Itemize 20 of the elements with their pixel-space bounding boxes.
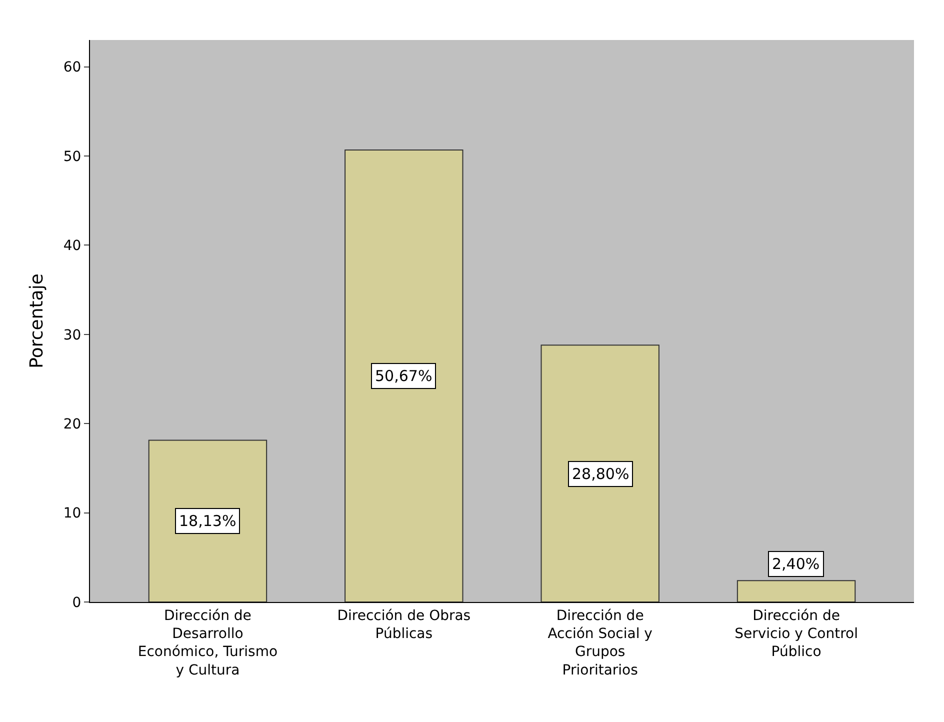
- x-tick-label: Dirección de Servicio y Control Público: [734, 608, 858, 660]
- x-tick-label: Dirección de Obras Públicas: [337, 608, 471, 642]
- data-label: 50,67%: [375, 367, 432, 385]
- y-tick-label: 20: [63, 416, 82, 432]
- y-tick-label: 10: [63, 506, 82, 522]
- bar: [736, 580, 856, 602]
- data-label: 28,80%: [572, 465, 630, 483]
- y-axis-title: Porcentaje: [26, 274, 48, 368]
- y-tick-label: 60: [63, 60, 82, 76]
- y-tick-label: 40: [63, 238, 82, 254]
- bar: [148, 440, 268, 602]
- x-tick-label: Dirección de Desarrollo Económico, Turismo y Cultura: [138, 608, 278, 678]
- y-tick-label: 0: [72, 594, 82, 611]
- y-tick-label: 30: [63, 327, 82, 344]
- data-label: 2,40%: [772, 555, 820, 573]
- y-tick-label: 50: [63, 148, 82, 165]
- x-tick-label: Dirección de Acción Social y Grupos Prioritarios: [548, 608, 652, 678]
- data-label: 18,13%: [179, 512, 236, 530]
- bar: [540, 344, 660, 602]
- bar: [344, 149, 464, 602]
